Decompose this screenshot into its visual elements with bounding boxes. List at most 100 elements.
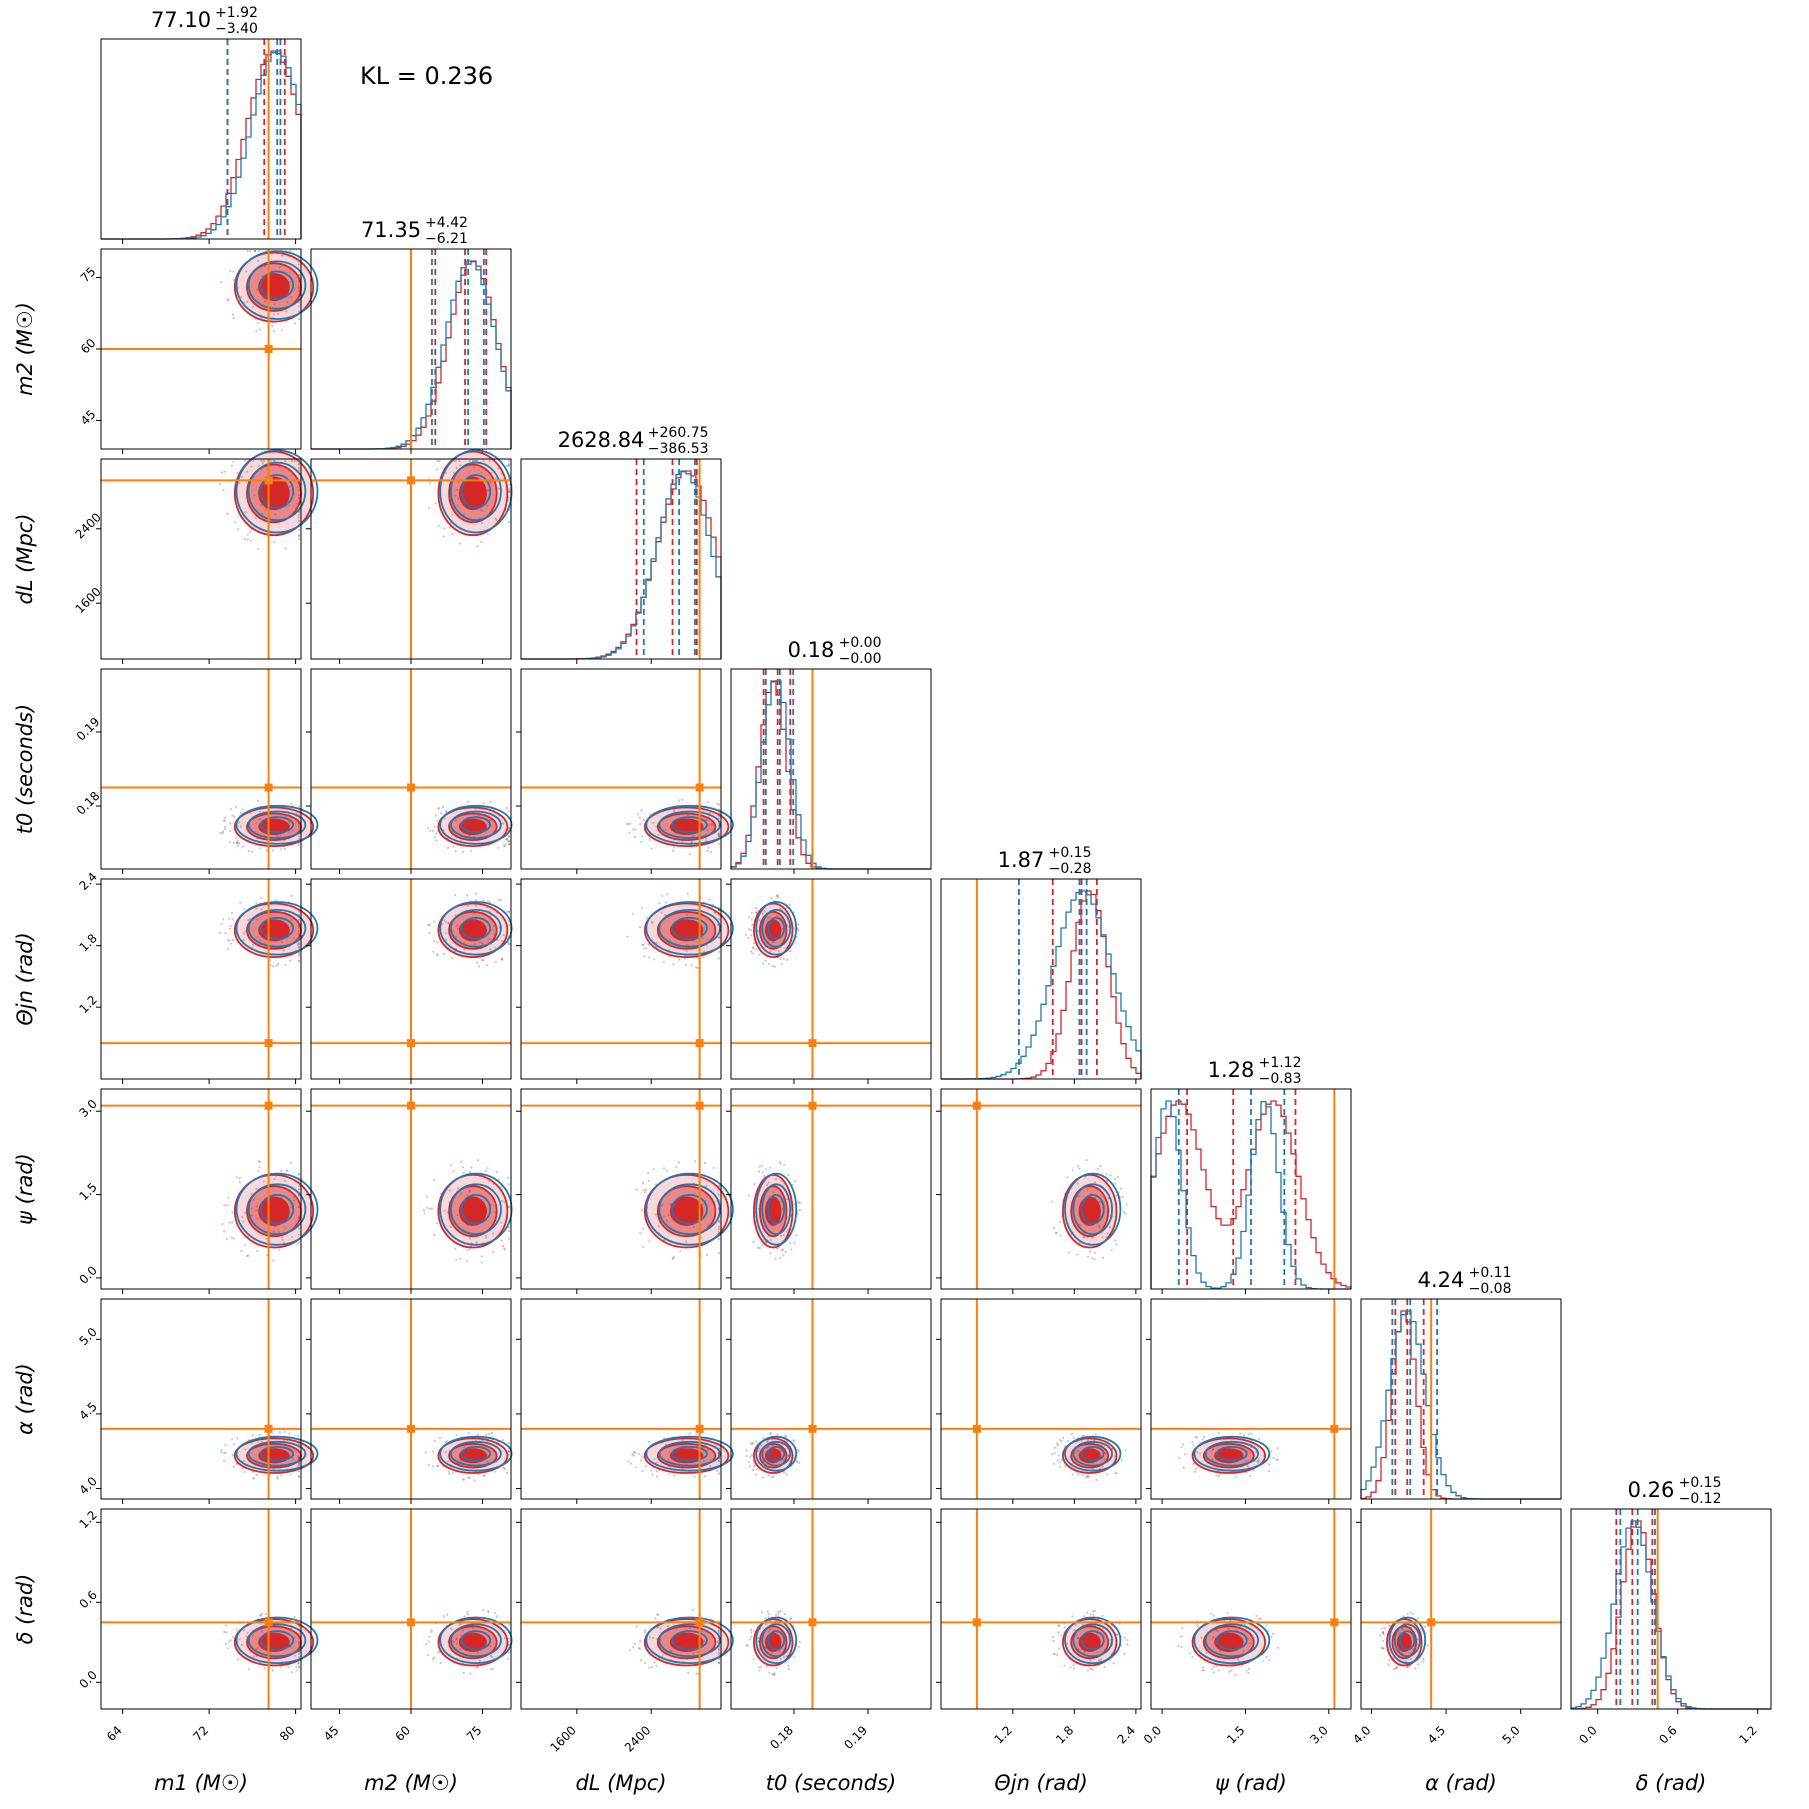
scatter-point-3-0 bbox=[229, 808, 232, 811]
scatter-point-2-0 bbox=[297, 496, 301, 500]
scatter-point-6-1 bbox=[477, 1433, 480, 1436]
scatter-point-4-3 bbox=[769, 950, 772, 953]
scatter-point-5-1 bbox=[475, 1241, 478, 1244]
scatter-point-3-1 bbox=[506, 838, 509, 841]
scatter-point-5-3 bbox=[778, 1160, 781, 1163]
scatter-point-7-0 bbox=[259, 1614, 262, 1617]
contour-blue-2-0-1 bbox=[247, 461, 307, 522]
scatter-point-3-0 bbox=[283, 847, 286, 851]
scatter-point-5-0 bbox=[241, 1215, 244, 1219]
scatter-point-6-4 bbox=[1053, 1462, 1056, 1465]
scatter-point-4-3 bbox=[756, 930, 760, 933]
ytick-label-1-0: 45 bbox=[78, 407, 99, 428]
scatter-point-5-1 bbox=[456, 1213, 459, 1217]
scatter-point-4-0 bbox=[222, 918, 225, 921]
scatter-point-5-4 bbox=[1067, 1251, 1070, 1254]
scatter-point-4-0 bbox=[289, 959, 292, 962]
scatter-point-5-0 bbox=[230, 1236, 233, 1239]
scatter-point-7-1 bbox=[462, 1671, 465, 1674]
scatter-point-5-0 bbox=[257, 1170, 260, 1173]
contour-blue-4-3-2 bbox=[767, 916, 786, 940]
marginal-title-7: 0.26 bbox=[1628, 1478, 1675, 1502]
scatter-point-1-0 bbox=[249, 250, 252, 253]
scatter-point-7-5 bbox=[1229, 1669, 1232, 1672]
scatter-point-5-3 bbox=[783, 1163, 786, 1167]
scatter-point-7-2 bbox=[650, 1665, 654, 1669]
scatter-point-7-1 bbox=[446, 1613, 449, 1616]
scatter-point-5-1 bbox=[450, 1164, 453, 1167]
scatter-point-6-2 bbox=[629, 1462, 632, 1465]
scatter-point-4-0 bbox=[244, 930, 247, 933]
scatter-point-2-1 bbox=[507, 463, 511, 466]
scatter-point-4-1 bbox=[478, 965, 481, 968]
scatter-point-7-0 bbox=[261, 1612, 264, 1615]
scatter-point-4-2 bbox=[684, 963, 688, 966]
scatter-point-4-1 bbox=[456, 927, 460, 930]
scatter-point-2-0 bbox=[257, 547, 260, 550]
scatter-point-4-2 bbox=[643, 947, 646, 950]
scatter-point-6-5 bbox=[1203, 1435, 1206, 1438]
scatter-point-3-2 bbox=[717, 835, 721, 838]
scatter-point-5-0 bbox=[286, 1169, 289, 1172]
scatter-point-5-2 bbox=[652, 1168, 655, 1171]
scatter-point-3-1 bbox=[482, 802, 485, 805]
scatter-point-5-1 bbox=[484, 1234, 487, 1237]
scatter-point-5-2 bbox=[705, 1185, 708, 1188]
scatter-point-4-3 bbox=[754, 907, 758, 910]
scatter-point-2-0 bbox=[284, 547, 287, 550]
scatter-point-5-4 bbox=[1086, 1255, 1090, 1258]
scatter-point-7-0 bbox=[297, 1666, 301, 1669]
scatter-point-1-0 bbox=[256, 322, 259, 325]
scatter-point-3-2 bbox=[636, 813, 639, 816]
scatter-point-2-1 bbox=[458, 459, 461, 463]
ytick-label-7-2: 1.2 bbox=[76, 1508, 99, 1531]
x-axis-label-7: δ (rad) bbox=[1636, 1771, 1707, 1795]
contour-blue-6-0-2 bbox=[259, 1445, 295, 1462]
panel-frame-3-3 bbox=[730, 668, 932, 870]
scatter-point-1-0 bbox=[285, 310, 288, 313]
scatter-point-4-1 bbox=[491, 928, 494, 931]
panel-frame-5-3 bbox=[730, 1088, 932, 1290]
hist-red-2 bbox=[521, 470, 722, 660]
scatter-point-7-3 bbox=[749, 1628, 753, 1631]
scatter-point-4-3 bbox=[768, 916, 771, 919]
scatter-point-4-0 bbox=[229, 942, 232, 945]
scatter-point-5-0 bbox=[277, 1230, 281, 1233]
panel-frame-4-2 bbox=[520, 878, 722, 1080]
scatter-point-4-2 bbox=[685, 950, 688, 953]
scatter-point-6-1 bbox=[490, 1432, 493, 1435]
scatter-point-3-1 bbox=[443, 817, 446, 820]
scatter-point-6-2 bbox=[640, 1459, 643, 1462]
panel-frame-4-4 bbox=[940, 878, 1142, 1080]
contour-blue-3-0-1 bbox=[247, 810, 307, 840]
scatter-point-2-0 bbox=[243, 538, 247, 541]
scatter-point-4-0 bbox=[247, 919, 250, 922]
truth-marker-7-4 bbox=[972, 1618, 981, 1627]
scatter-point-2-0 bbox=[297, 494, 301, 497]
scatter-point-4-1 bbox=[492, 924, 496, 927]
scatter-point-5-4 bbox=[1119, 1187, 1122, 1190]
scatter-point-6-0 bbox=[244, 1448, 247, 1451]
scatter-point-6-0 bbox=[252, 1477, 255, 1480]
density-red-1-0-2 bbox=[258, 273, 290, 302]
scatter-point-7-6 bbox=[1382, 1633, 1385, 1636]
scatter-point-5-3 bbox=[795, 1234, 798, 1237]
scatter-point-3-0 bbox=[297, 825, 301, 828]
scatter-point-4-2 bbox=[690, 964, 693, 967]
scatter-point-4-3 bbox=[764, 959, 767, 962]
scatter-point-3-2 bbox=[640, 841, 643, 844]
contour-blue-5-2-1 bbox=[658, 1183, 721, 1235]
panel-6-3 bbox=[726, 1298, 932, 1504]
scatter-point-6-4 bbox=[1124, 1449, 1127, 1452]
scatter-point-6-5 bbox=[1250, 1432, 1253, 1435]
scatter-point-5-4 bbox=[1082, 1236, 1085, 1239]
scatter-point-2-1 bbox=[476, 459, 479, 463]
scatter-point-2-0 bbox=[297, 489, 301, 492]
scatter-point-3-2 bbox=[633, 835, 636, 838]
scatter-point-1-0 bbox=[264, 265, 267, 268]
scatter-point-5-0 bbox=[297, 1188, 301, 1191]
ytick-label-7-1: 0.6 bbox=[76, 1588, 99, 1611]
scatter-point-1-0 bbox=[289, 271, 292, 274]
scatter-point-6-2 bbox=[717, 1460, 721, 1463]
scatter-point-2-1 bbox=[452, 471, 455, 475]
